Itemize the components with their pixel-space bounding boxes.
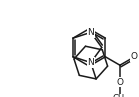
Text: O: O xyxy=(116,78,123,87)
Text: CH₃: CH₃ xyxy=(112,94,128,97)
Text: N: N xyxy=(87,28,94,37)
Text: O: O xyxy=(131,52,138,61)
Text: N: N xyxy=(87,58,94,67)
